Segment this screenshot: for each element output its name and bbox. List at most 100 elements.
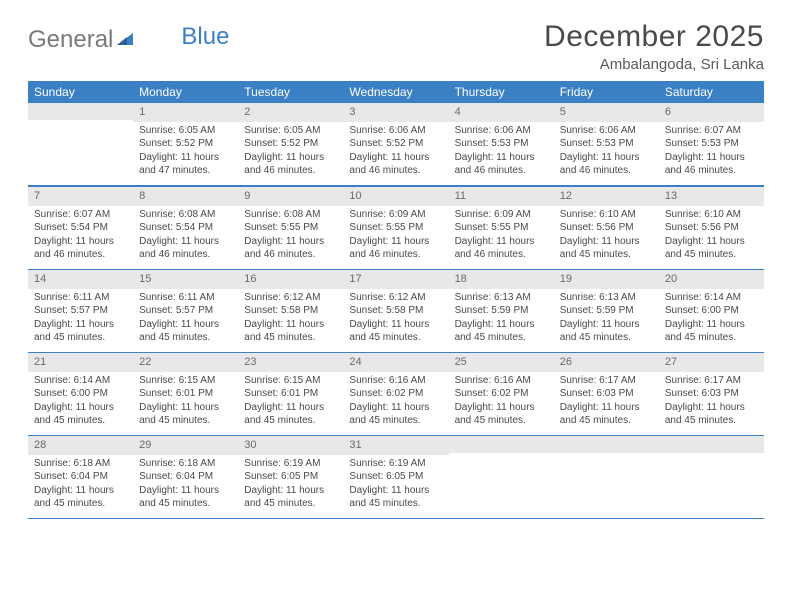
day-details: Sunrise: 6:16 AMSunset: 6:02 PMDaylight:…	[449, 372, 554, 432]
sunset-text: Sunset: 5:55 PM	[349, 221, 442, 235]
sunrise-text: Sunrise: 6:13 AM	[560, 291, 653, 305]
calendar-cell: 19Sunrise: 6:13 AMSunset: 5:59 PMDayligh…	[554, 270, 659, 352]
sunset-text: Sunset: 6:01 PM	[139, 387, 232, 401]
daylight-text: Daylight: 11 hours and 45 minutes.	[560, 235, 653, 262]
sunrise-text: Sunrise: 6:18 AM	[34, 457, 127, 471]
sunrise-text: Sunrise: 6:19 AM	[349, 457, 442, 471]
day-details: Sunrise: 6:15 AMSunset: 6:01 PMDaylight:…	[133, 372, 238, 432]
day-details: Sunrise: 6:06 AMSunset: 5:53 PMDaylight:…	[449, 122, 554, 182]
day-number: 31	[343, 436, 448, 455]
day-number: 20	[659, 270, 764, 289]
logo-text-gray: General	[28, 26, 113, 54]
sunrise-text: Sunrise: 6:11 AM	[34, 291, 127, 305]
daylight-text: Daylight: 11 hours and 45 minutes.	[560, 401, 653, 428]
day-number: 11	[449, 187, 554, 206]
calendar-cell: 22Sunrise: 6:15 AMSunset: 6:01 PMDayligh…	[133, 353, 238, 435]
calendar-cell: 1Sunrise: 6:05 AMSunset: 5:52 PMDaylight…	[133, 103, 238, 185]
sunrise-text: Sunrise: 6:08 AM	[139, 208, 232, 222]
weekday-label: Sunday	[28, 81, 133, 103]
sunrise-text: Sunrise: 6:17 AM	[665, 374, 758, 388]
day-number: 26	[554, 353, 659, 372]
day-number: 23	[238, 353, 343, 372]
weekday-label: Tuesday	[238, 81, 343, 103]
day-number: 10	[343, 187, 448, 206]
day-details: Sunrise: 6:06 AMSunset: 5:52 PMDaylight:…	[343, 122, 448, 182]
sunrise-text: Sunrise: 6:07 AM	[34, 208, 127, 222]
day-number: 12	[554, 187, 659, 206]
sunset-text: Sunset: 5:54 PM	[139, 221, 232, 235]
day-details: Sunrise: 6:10 AMSunset: 5:56 PMDaylight:…	[659, 206, 764, 266]
calendar-cell: 15Sunrise: 6:11 AMSunset: 5:57 PMDayligh…	[133, 270, 238, 352]
day-details: Sunrise: 6:18 AMSunset: 6:04 PMDaylight:…	[28, 455, 133, 515]
calendar-cell: 27Sunrise: 6:17 AMSunset: 6:03 PMDayligh…	[659, 353, 764, 435]
day-details: Sunrise: 6:19 AMSunset: 6:05 PMDaylight:…	[343, 455, 448, 515]
weekday-label: Monday	[133, 81, 238, 103]
weekday-label: Friday	[554, 81, 659, 103]
logo-sail-icon	[117, 26, 137, 54]
daylight-text: Daylight: 11 hours and 45 minutes.	[244, 401, 337, 428]
day-number: 21	[28, 353, 133, 372]
daylight-text: Daylight: 11 hours and 45 minutes.	[244, 484, 337, 511]
day-number: 6	[659, 103, 764, 122]
day-details: Sunrise: 6:19 AMSunset: 6:05 PMDaylight:…	[238, 455, 343, 515]
day-details: Sunrise: 6:05 AMSunset: 5:52 PMDaylight:…	[133, 122, 238, 182]
sunset-text: Sunset: 6:01 PM	[244, 387, 337, 401]
calendar-cell: 21Sunrise: 6:14 AMSunset: 6:00 PMDayligh…	[28, 353, 133, 435]
day-number: 22	[133, 353, 238, 372]
day-number: 5	[554, 103, 659, 122]
day-details: Sunrise: 6:16 AMSunset: 6:02 PMDaylight:…	[343, 372, 448, 432]
logo-text-blue: Blue	[181, 23, 229, 51]
calendar-cell: 20Sunrise: 6:14 AMSunset: 6:00 PMDayligh…	[659, 270, 764, 352]
sunset-text: Sunset: 6:04 PM	[34, 470, 127, 484]
daylight-text: Daylight: 11 hours and 45 minutes.	[139, 484, 232, 511]
daylight-text: Daylight: 11 hours and 46 minutes.	[349, 235, 442, 262]
daylight-text: Daylight: 11 hours and 45 minutes.	[665, 401, 758, 428]
sunrise-text: Sunrise: 6:14 AM	[665, 291, 758, 305]
daylight-text: Daylight: 11 hours and 46 minutes.	[560, 151, 653, 178]
sunset-text: Sunset: 5:52 PM	[349, 137, 442, 151]
sunset-text: Sunset: 5:53 PM	[665, 137, 758, 151]
day-details: Sunrise: 6:07 AMSunset: 5:54 PMDaylight:…	[28, 206, 133, 266]
daylight-text: Daylight: 11 hours and 45 minutes.	[349, 318, 442, 345]
sunrise-text: Sunrise: 6:14 AM	[34, 374, 127, 388]
sunset-text: Sunset: 6:05 PM	[244, 470, 337, 484]
calendar-cell	[659, 436, 764, 518]
calendar-cell: 4Sunrise: 6:06 AMSunset: 5:53 PMDaylight…	[449, 103, 554, 185]
calendar-cell: 10Sunrise: 6:09 AMSunset: 5:55 PMDayligh…	[343, 187, 448, 269]
day-number: 17	[343, 270, 448, 289]
calendar-cell: 28Sunrise: 6:18 AMSunset: 6:04 PMDayligh…	[28, 436, 133, 518]
daylight-text: Daylight: 11 hours and 45 minutes.	[455, 318, 548, 345]
calendar-cell: 25Sunrise: 6:16 AMSunset: 6:02 PMDayligh…	[449, 353, 554, 435]
sunrise-text: Sunrise: 6:06 AM	[455, 124, 548, 138]
sunrise-text: Sunrise: 6:06 AM	[560, 124, 653, 138]
day-details: Sunrise: 6:18 AMSunset: 6:04 PMDaylight:…	[133, 455, 238, 515]
sunset-text: Sunset: 5:57 PM	[139, 304, 232, 318]
daylight-text: Daylight: 11 hours and 45 minutes.	[665, 318, 758, 345]
daylight-text: Daylight: 11 hours and 45 minutes.	[455, 401, 548, 428]
day-details: Sunrise: 6:11 AMSunset: 5:57 PMDaylight:…	[28, 289, 133, 349]
day-number: 19	[554, 270, 659, 289]
daylight-text: Daylight: 11 hours and 46 minutes.	[244, 235, 337, 262]
calendar-cell: 12Sunrise: 6:10 AMSunset: 5:56 PMDayligh…	[554, 187, 659, 269]
sunrise-text: Sunrise: 6:17 AM	[560, 374, 653, 388]
day-number: 27	[659, 353, 764, 372]
daylight-text: Daylight: 11 hours and 45 minutes.	[34, 484, 127, 511]
calendar-week: 1Sunrise: 6:05 AMSunset: 5:52 PMDaylight…	[28, 103, 764, 186]
logo: General Blue	[28, 26, 229, 54]
day-details: Sunrise: 6:12 AMSunset: 5:58 PMDaylight:…	[238, 289, 343, 349]
sunset-text: Sunset: 6:00 PM	[34, 387, 127, 401]
day-details: Sunrise: 6:13 AMSunset: 5:59 PMDaylight:…	[449, 289, 554, 349]
calendar-cell: 29Sunrise: 6:18 AMSunset: 6:04 PMDayligh…	[133, 436, 238, 518]
day-details: Sunrise: 6:09 AMSunset: 5:55 PMDaylight:…	[343, 206, 448, 266]
sunset-text: Sunset: 6:02 PM	[349, 387, 442, 401]
calendar-cell: 14Sunrise: 6:11 AMSunset: 5:57 PMDayligh…	[28, 270, 133, 352]
calendar-cell: 13Sunrise: 6:10 AMSunset: 5:56 PMDayligh…	[659, 187, 764, 269]
calendar-cell: 8Sunrise: 6:08 AMSunset: 5:54 PMDaylight…	[133, 187, 238, 269]
sunrise-text: Sunrise: 6:08 AM	[244, 208, 337, 222]
calendar-cell: 18Sunrise: 6:13 AMSunset: 5:59 PMDayligh…	[449, 270, 554, 352]
daylight-text: Daylight: 11 hours and 46 minutes.	[34, 235, 127, 262]
daylight-text: Daylight: 11 hours and 45 minutes.	[244, 318, 337, 345]
day-number	[659, 436, 764, 453]
day-number: 13	[659, 187, 764, 206]
sunset-text: Sunset: 5:59 PM	[455, 304, 548, 318]
